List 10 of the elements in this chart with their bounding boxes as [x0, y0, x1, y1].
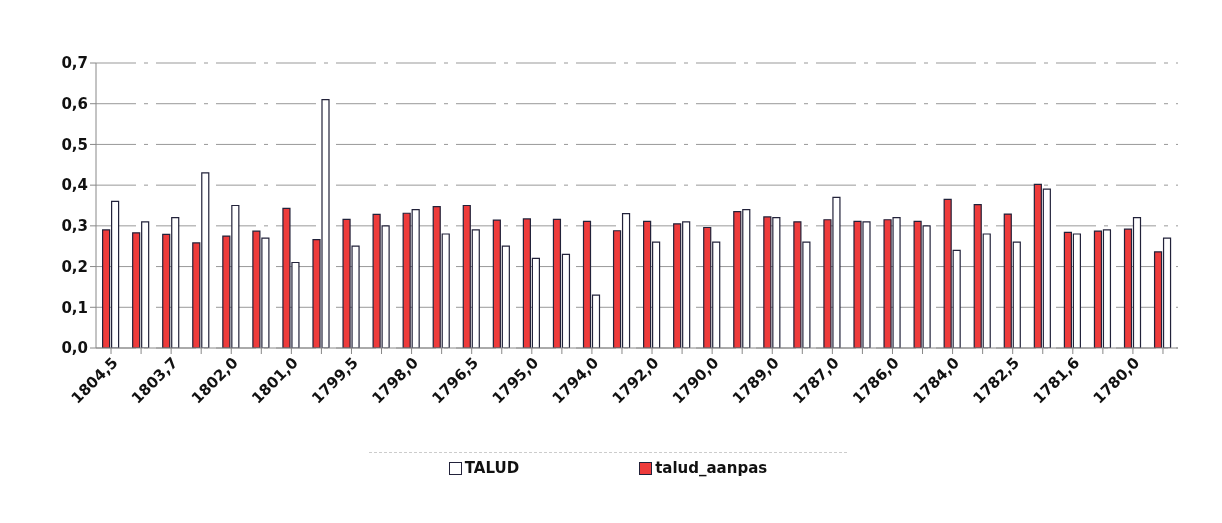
y-tick-label: 0,5 [61, 135, 88, 154]
legend-label: TALUD [464, 459, 520, 477]
y-tick-label: 0,4 [61, 176, 88, 195]
y-tick-label: 0,2 [61, 257, 88, 276]
legend-label: talud_aanpas [655, 459, 768, 477]
y-tick-label: 0,0 [61, 339, 88, 358]
y-tick-label: 0,7 [61, 54, 88, 73]
y-tick-label: 0,6 [61, 95, 88, 114]
y-tick-label: 0,1 [61, 298, 88, 317]
y-tick-label: 0,3 [61, 217, 88, 236]
